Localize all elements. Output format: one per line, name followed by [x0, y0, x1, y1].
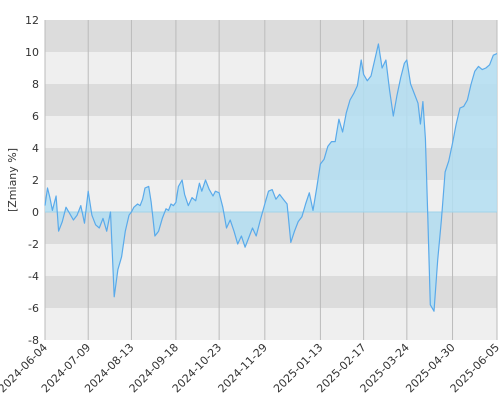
series-area	[45, 44, 497, 312]
grid-band	[45, 148, 497, 180]
grid-band	[45, 52, 497, 84]
series-line	[44, 43, 498, 312]
y-axis-ticks: -8 -6 -4 -2 0 2 4 6 8 10 12	[25, 14, 39, 347]
y-tick-label: -2	[28, 238, 39, 251]
y-tick-label: -6	[28, 302, 39, 315]
y-tick-label: -8	[28, 334, 39, 347]
x-tick-label: 2024-11-29	[216, 341, 270, 395]
x-axis-ticks: 2024-06-042024-07-092024-08-132024-09-18…	[0, 341, 500, 395]
grid-band	[45, 276, 497, 308]
y-tick-label: -4	[28, 270, 39, 283]
vertical-gridlines	[44, 20, 498, 340]
y-tick-label: 6	[32, 110, 39, 123]
y-tick-label: 0	[32, 206, 39, 219]
y-tick-label: 4	[32, 142, 39, 155]
y-tick-label: 2	[32, 174, 39, 187]
grid-band	[45, 20, 497, 52]
horizontal-bands	[45, 20, 497, 340]
grid-band	[45, 116, 497, 148]
y-tick-label: 10	[25, 46, 39, 59]
grid-band	[45, 84, 497, 116]
y-tick-label: 8	[32, 78, 39, 91]
grid-band	[45, 308, 497, 340]
y-axis-label: [Zmiany %]	[6, 148, 19, 212]
y-tick-label: 12	[25, 14, 39, 27]
